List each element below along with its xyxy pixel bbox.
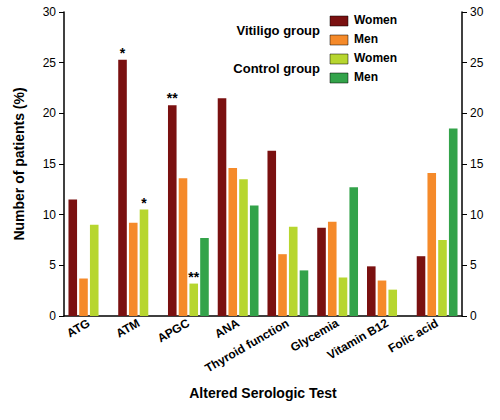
svg-text:Women: Women — [354, 13, 397, 27]
svg-text:Vitamin B12: Vitamin B12 — [325, 316, 392, 362]
svg-text:10: 10 — [470, 208, 484, 222]
svg-text:Men: Men — [354, 70, 378, 84]
svg-text:Altered Serologic Test: Altered Serologic Test — [189, 385, 337, 401]
svg-text:*: * — [120, 45, 126, 61]
svg-text:25: 25 — [470, 56, 484, 70]
svg-text:5: 5 — [470, 258, 477, 272]
svg-text:ATM: ATM — [113, 316, 142, 341]
svg-text:Number of patients (%): Number of patients (%) — [11, 87, 27, 240]
svg-text:ATG: ATG — [64, 316, 92, 340]
svg-text:**: ** — [188, 269, 199, 285]
svg-text:ANA: ANA — [212, 316, 242, 341]
svg-text:20: 20 — [43, 106, 57, 120]
svg-text:Folic acid: Folic acid — [386, 316, 441, 356]
svg-text:20: 20 — [470, 106, 484, 120]
svg-text:30: 30 — [470, 5, 484, 19]
svg-text:**: ** — [167, 90, 178, 106]
svg-text:Vitiligo group: Vitiligo group — [236, 23, 320, 38]
svg-text:10: 10 — [43, 208, 57, 222]
svg-text:Women: Women — [354, 51, 397, 65]
svg-text:Thyroid function: Thyroid function — [203, 316, 292, 375]
svg-text:0: 0 — [49, 309, 56, 323]
svg-text:0: 0 — [470, 309, 477, 323]
svg-text:25: 25 — [43, 56, 57, 70]
svg-text:APGC: APGC — [155, 316, 192, 346]
svg-text:15: 15 — [470, 157, 484, 171]
svg-text:Control group: Control group — [233, 61, 320, 76]
svg-text:30: 30 — [43, 5, 57, 19]
svg-text:15: 15 — [43, 157, 57, 171]
svg-text:*: * — [141, 195, 147, 211]
svg-text:5: 5 — [49, 258, 56, 272]
svg-text:Glycemia: Glycemia — [288, 315, 342, 355]
svg-text:Men: Men — [354, 32, 378, 46]
